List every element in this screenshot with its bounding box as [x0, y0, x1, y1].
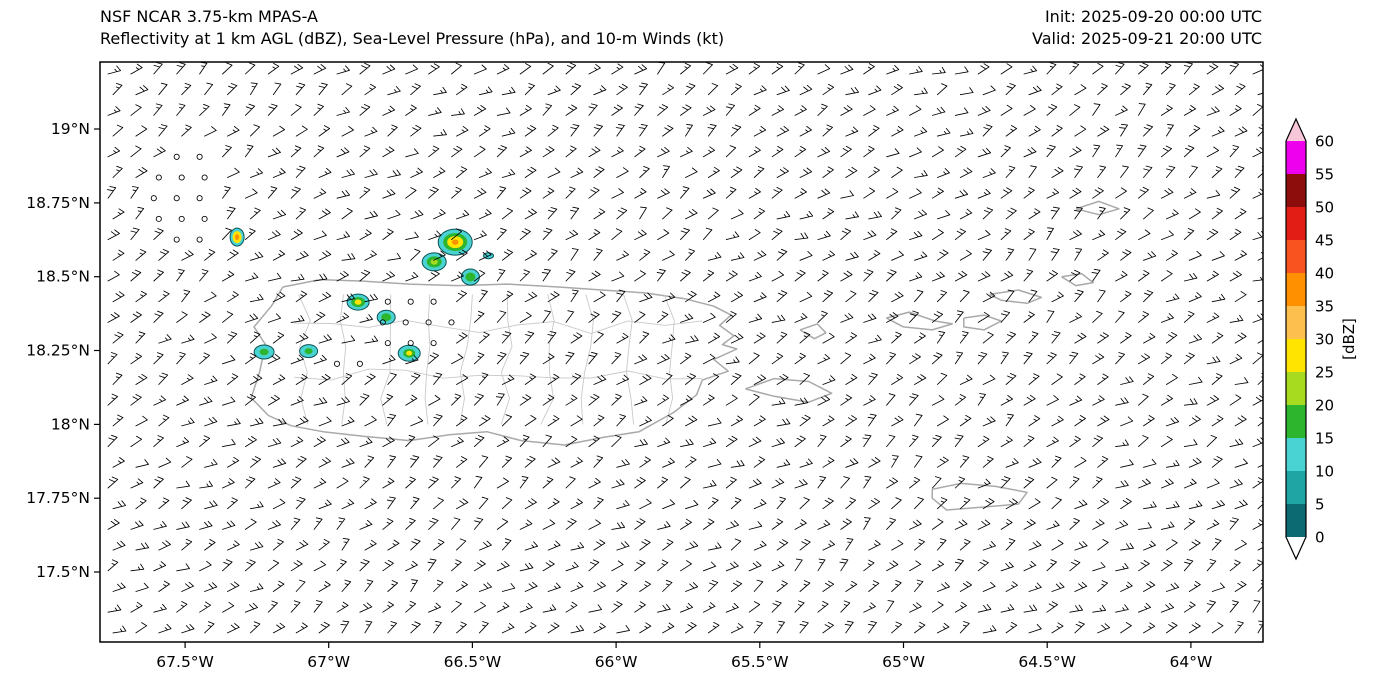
calm-wind-icon — [173, 195, 180, 202]
colorbar-tick-label: 60 — [1315, 133, 1334, 151]
calm-wind-icon — [155, 174, 162, 181]
plot-background — [100, 62, 1263, 642]
colorbar-tick-label: 40 — [1315, 265, 1334, 283]
y-tick-label: 17.75°N — [26, 489, 90, 507]
coastline-culebra — [799, 323, 827, 340]
colorbar-tick-label: 10 — [1315, 463, 1334, 481]
y-tick-label: 19°N — [51, 120, 90, 138]
colorbar-tick-label: 55 — [1315, 166, 1334, 184]
coastline-st-croix — [931, 482, 1028, 511]
x-tick-label: 66°W — [595, 653, 638, 671]
calm-wind-icon — [356, 360, 363, 367]
calm-wind-icon — [430, 298, 437, 305]
y-tick-label: 18.25°N — [26, 342, 90, 360]
colorbar: 0 5 10 15 20 25 30 35 40 45 50 55 60 [dBZ] — [1285, 117, 1358, 561]
field-title: Reflectivity at 1 km AGL (dBZ), Sea-Leve… — [100, 29, 725, 48]
reflectivity-cell — [430, 259, 438, 265]
coastline-vieques — [745, 377, 833, 403]
y-tick-label: 18.5°N — [36, 268, 90, 286]
colorbar-tick-label: 0 — [1315, 529, 1325, 547]
calm-wind-icon — [173, 153, 180, 160]
colorbar-tick-label: 25 — [1315, 364, 1334, 382]
reflectivity-cell — [465, 272, 476, 282]
reflectivity-cell — [304, 348, 313, 355]
x-axis: 67.5°W 67°W 66.5°W 66°W 65.5°W 65°W 64.5°W 64°W — [156, 642, 1212, 671]
colorbar-tick-label: 5 — [1315, 496, 1325, 514]
colorbar-tick-label: 15 — [1315, 430, 1334, 448]
calm-wind-icon — [196, 153, 203, 160]
x-tick-label: 66.5°W — [444, 653, 502, 671]
colorbar-unit-label: [dBZ] — [1340, 318, 1358, 360]
calm-wind-icon — [333, 360, 341, 367]
calm-wind-icon — [196, 236, 203, 243]
calm-wind-icon — [150, 195, 157, 202]
reflectivity-cell — [381, 313, 392, 322]
time-block: Init: 2025-09-20 00:00 UTC Valid: 2025-0… — [1032, 6, 1262, 50]
calm-wind-icon — [425, 319, 432, 326]
x-tick-label: 65.5°W — [731, 653, 789, 671]
colorbar-tick-label: 45 — [1315, 232, 1334, 250]
coastline-layer — [250, 200, 1120, 511]
reflectivity-cell — [452, 239, 459, 245]
colorbar-tick-label: 50 — [1315, 199, 1334, 217]
calm-wind-icon — [379, 319, 386, 326]
valid-time: Valid: 2025-09-21 20:00 UTC — [1031, 29, 1262, 48]
coastline-tortola — [989, 289, 1043, 305]
title-block: NSF NCAR 3.75-km MPAS-A Reflectivity at … — [100, 6, 724, 50]
x-tick-label: 67.5°W — [156, 653, 214, 671]
calm-wind-icon — [173, 236, 180, 243]
coastline-st-john — [963, 314, 1002, 331]
calm-wind-icon — [407, 298, 414, 305]
y-axis: 19°N 18.75°N 18.5°N 18.25°N 18°N 17.75°N 17.5°… — [26, 120, 100, 581]
calm-wind-icon — [201, 174, 208, 181]
colorbar-over-arrow — [1286, 119, 1306, 141]
calm-wind-icon — [384, 298, 391, 305]
colorbar-tick-label: 20 — [1315, 397, 1334, 415]
reflectivity-cell — [259, 348, 269, 356]
y-tick-label: 17.5°N — [36, 563, 90, 581]
calm-wind-icon — [155, 215, 162, 222]
x-tick-label: 64.5°W — [1018, 653, 1076, 671]
colorbar-under-arrow — [1286, 537, 1306, 559]
calm-wind-icon — [448, 319, 455, 326]
x-tick-label: 64°W — [1169, 653, 1212, 671]
plot-border — [99, 61, 1264, 643]
coastline-puerto-rico — [250, 278, 738, 446]
calm-wind-icon — [384, 340, 391, 347]
municipal-boundaries-layer — [294, 294, 703, 425]
colorbar-tick-label: 35 — [1315, 298, 1334, 316]
reflectivity-cell — [234, 234, 240, 240]
x-tick-label: 67°W — [307, 653, 350, 671]
coastline-anegada — [1075, 200, 1120, 216]
calm-wind-icon — [407, 340, 414, 347]
model-title: NSF NCAR 3.75-km MPAS-A — [100, 7, 318, 26]
calm-wind-icon — [178, 215, 185, 222]
calm-wind-icon — [402, 319, 409, 326]
reflectivity-cell — [406, 350, 413, 356]
reflectivity-cell — [354, 299, 362, 305]
init-time: Init: 2025-09-20 00:00 UTC — [1044, 7, 1262, 26]
calm-wind-icon — [196, 195, 203, 202]
wind-barbs-layer — [107, 62, 1263, 634]
y-tick-label: 18.75°N — [26, 194, 90, 212]
calm-wind-icon — [430, 340, 437, 347]
colorbar-tick-label: 30 — [1315, 331, 1334, 349]
y-tick-label: 18°N — [51, 415, 90, 433]
calm-wind-icon — [178, 174, 185, 181]
coastline-st-thomas — [885, 311, 954, 331]
x-tick-label: 65°W — [882, 653, 925, 671]
calm-wind-icon — [201, 215, 208, 222]
